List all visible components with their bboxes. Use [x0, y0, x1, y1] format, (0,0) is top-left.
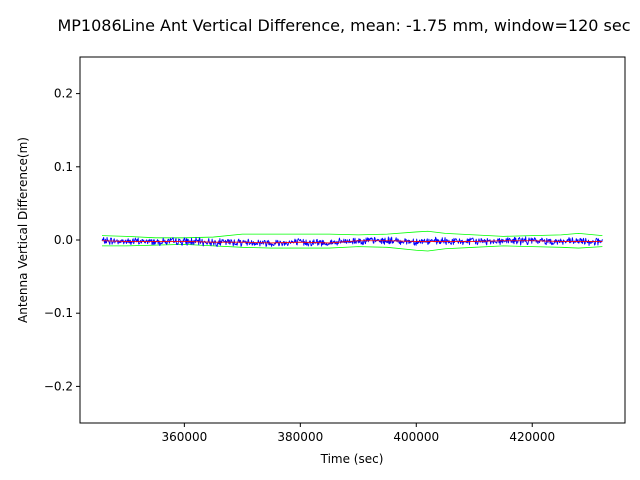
- x-tick-label: 400000: [393, 430, 439, 444]
- data-layer: [101, 230, 603, 252]
- y-axis-label: Antenna Vertical Difference(m): [16, 137, 30, 323]
- x-tick-label: 380000: [277, 430, 323, 444]
- chart-title: MP1086Line Ant Vertical Difference, mean…: [57, 16, 630, 35]
- series-lower-envelope: [102, 243, 603, 252]
- series-upper-envelope: [102, 230, 603, 239]
- x-axis-label: Time (sec): [320, 452, 384, 466]
- y-tick-label: 0.2: [54, 87, 73, 101]
- x-tick-label: 420000: [509, 430, 555, 444]
- y-tick-label: −0.1: [44, 306, 73, 320]
- y-tick-label: −0.2: [44, 379, 73, 393]
- y-tick-label: 0.0: [54, 233, 73, 247]
- series-rolling-mean: [102, 240, 603, 244]
- y-axis: −0.2 −0.1 0.0 0.1 0.2: [44, 87, 80, 393]
- x-tick-label: 360000: [161, 430, 207, 444]
- x-axis: 360000 380000 400000 420000: [161, 423, 555, 444]
- y-tick-label: 0.1: [54, 160, 73, 174]
